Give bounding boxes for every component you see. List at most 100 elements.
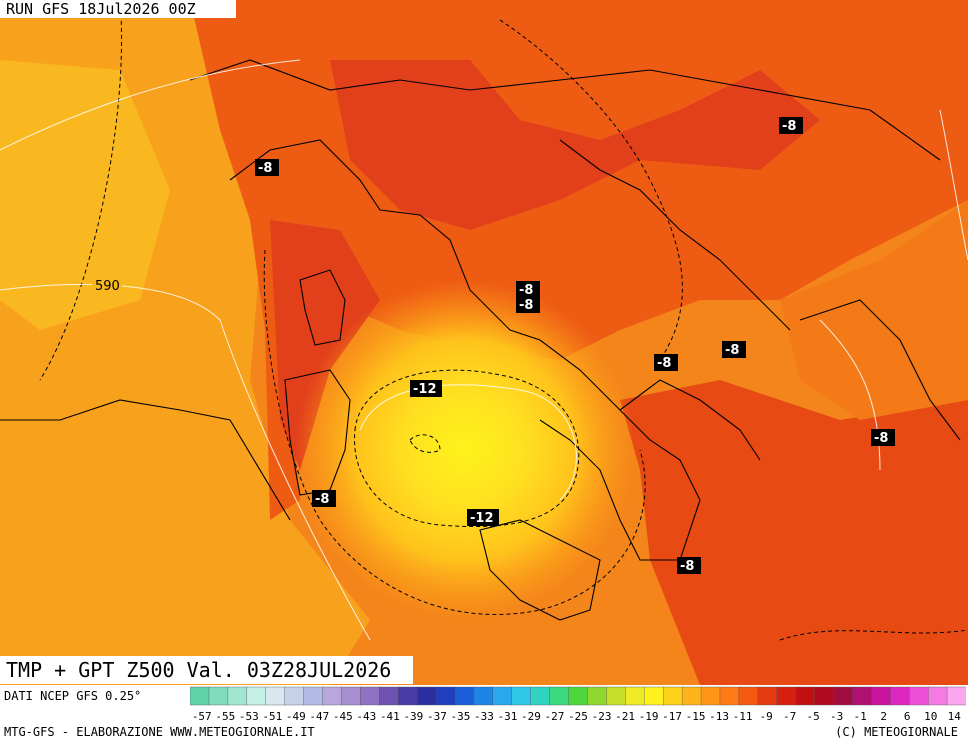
legend-swatch [454,686,475,706]
legend-tick-label: -35 [450,710,470,723]
legend-swatch [341,686,362,706]
contour-label-11: -12 [467,509,499,526]
legend-swatch [227,686,248,706]
legend-swatch [909,686,929,706]
east-orange-region [780,200,968,420]
legend-tick-label: -27 [545,710,565,723]
legend-swatch [303,686,324,706]
legend-swatch [757,686,778,706]
legend-swatch [549,686,570,706]
legend-swatch [871,686,891,706]
legend-swatch [852,686,873,706]
geopotential-lines [0,59,968,641]
legend-tick-label: -47 [309,710,329,723]
footer-credit: MTG-GFS - ELABORAZIONE WWW.METEOGIORNALE… [4,725,315,739]
legend-tick-label: -33 [474,710,494,723]
contour-label-4: -8 [516,296,540,313]
legend-swatch [246,686,267,706]
legend-swatch [208,686,229,706]
legend-swatch [927,686,948,706]
contour-label-1: -8 [255,159,279,176]
legend-swatch [416,686,437,706]
southeast-red-region [620,380,968,685]
svg-text:-12: -12 [470,511,494,526]
isotherms [39,0,968,641]
contour-label-2: -8 [779,117,803,134]
legend-swatch [833,686,854,706]
svg-text:590: 590 [95,279,120,294]
legend-tick-label: -19 [639,710,659,723]
legend-swatch [644,686,664,706]
legend-tick-label: -1 [854,710,867,723]
legend-swatch [397,686,418,706]
legend-tick-label: -5 [807,710,820,723]
legend-swatch [625,686,645,706]
svg-text:-8: -8 [782,119,796,134]
svg-text:-8: -8 [680,559,694,574]
svg-text:-12: -12 [413,382,437,397]
legend-tick-label: -7 [783,710,796,723]
geopotential-label: 590 [92,277,122,294]
contour-label-10: -12 [410,380,442,397]
contour-label-6: -8 [654,354,678,371]
legend-tick-label: -51 [262,710,282,723]
weather-map: -8 -8 -8 -8 -8 -8 -8 -8 -8 -12 -12 590 [0,0,968,685]
legend-tick-label: -41 [380,710,400,723]
cold-core [258,275,678,635]
legend-tick-label: 2 [880,710,887,723]
data-source: DATI NCEP GFS 0.25° [4,689,142,703]
legend-tick-label: -31 [498,710,518,723]
contour-label-8: -8 [312,490,336,507]
legend-tick-label: -45 [333,710,353,723]
legend-tick-label: -57 [192,710,212,723]
contour-label-7: -8 [871,429,895,446]
svg-text:-8: -8 [519,298,533,313]
legend-swatch [795,686,816,706]
color-legend: -57 -55 -53 -51 -49 -47 -45 -43 -41 -39 -37 -35 -33-… [190,686,966,723]
legend-swatch [511,686,532,706]
legend-tick-label: -3 [830,710,843,723]
legend-swatch [946,686,966,706]
legend-swatch [719,686,740,706]
footer-copyright: (C) METEOGIORNALE [835,725,958,739]
legend-swatch [890,686,910,706]
legend-swatch [587,686,608,706]
legend-tick-label: -53 [239,710,259,723]
north-deep-red [330,60,820,230]
run-label: RUN GFS 18Jul2026 00Z [0,0,236,18]
legend-swatch [530,686,551,706]
svg-text:-8: -8 [519,283,533,298]
svg-text:-8: -8 [874,431,888,446]
legend-tick-label: -13 [709,710,729,723]
legend-swatch [492,686,513,706]
legend-swatch [662,686,683,706]
legend-swatch [190,686,210,706]
legend-tick-label: -11 [733,710,753,723]
legend-swatch [265,686,286,706]
legend-tick-label: -29 [521,710,541,723]
warm-west-inner [0,60,170,330]
legend-swatch [360,686,380,706]
svg-text:-8: -8 [258,161,272,176]
legend-swatch [776,686,797,706]
legend-swatch [435,686,456,706]
legend-tick-label: -49 [286,710,306,723]
legend-tick-label: 10 [924,710,937,723]
legend-swatch [568,686,589,706]
legend-swatch [681,686,702,706]
map-title: TMP + GPT Z500 Val. 03Z28JUL2026 [0,656,413,684]
legend-tick-label: -39 [403,710,423,723]
legend-tick-label: -43 [356,710,376,723]
svg-text:-8: -8 [657,356,671,371]
legend-swatch [814,686,835,706]
legend-tick-label: -17 [662,710,682,723]
legend-swatch [473,686,494,706]
legend-tick-label: -23 [592,710,612,723]
legend-tick-label: -25 [568,710,588,723]
contour-label-9: -8 [677,557,701,574]
legend-swatch [738,686,759,706]
legend-swatch [284,686,305,706]
legend-tick-label: -55 [215,710,235,723]
legend-tick-label: -9 [759,710,772,723]
bottom-panel: DATI NCEP GFS 0.25° -57 -55 -53 -51 -49 -47 -4… [0,685,968,745]
